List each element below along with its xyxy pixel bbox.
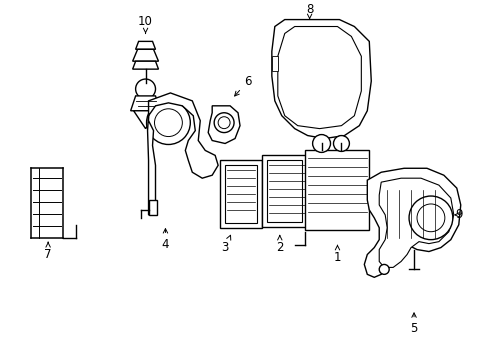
Text: 7: 7: [44, 242, 52, 261]
Polygon shape: [277, 27, 361, 129]
Text: 6: 6: [234, 75, 251, 96]
Text: 3: 3: [221, 235, 230, 254]
Ellipse shape: [154, 109, 182, 136]
Bar: [148, 200, 156, 215]
Ellipse shape: [416, 204, 444, 232]
Text: 4: 4: [162, 229, 169, 251]
Bar: [224, 165, 256, 223]
Ellipse shape: [135, 79, 155, 99]
Polygon shape: [130, 96, 160, 111]
Ellipse shape: [379, 265, 388, 274]
Polygon shape: [135, 41, 155, 49]
Text: 1: 1: [333, 245, 341, 264]
Bar: [262, 156, 306, 227]
Text: 9: 9: [454, 208, 462, 221]
Bar: [304, 150, 368, 230]
Ellipse shape: [218, 117, 230, 129]
Bar: [266, 160, 301, 222]
Polygon shape: [379, 178, 453, 267]
Ellipse shape: [408, 196, 452, 240]
Polygon shape: [364, 168, 460, 277]
Bar: [220, 160, 262, 228]
Ellipse shape: [146, 101, 190, 144]
Text: 10: 10: [138, 15, 153, 33]
Ellipse shape: [312, 135, 330, 152]
Polygon shape: [132, 49, 158, 61]
Polygon shape: [147, 93, 218, 215]
Text: 5: 5: [409, 313, 417, 336]
Ellipse shape: [214, 113, 234, 132]
Polygon shape: [132, 61, 158, 69]
Polygon shape: [271, 56, 277, 71]
Polygon shape: [208, 106, 240, 144]
Ellipse shape: [333, 136, 349, 152]
Text: 2: 2: [276, 235, 283, 254]
Polygon shape: [271, 19, 370, 139]
Text: 8: 8: [305, 3, 313, 19]
Polygon shape: [133, 111, 157, 129]
